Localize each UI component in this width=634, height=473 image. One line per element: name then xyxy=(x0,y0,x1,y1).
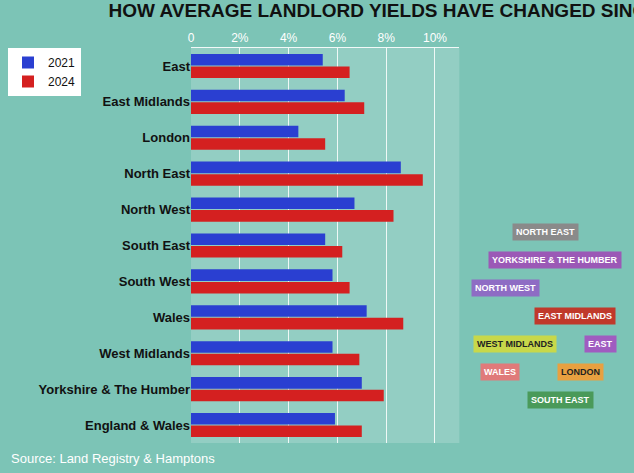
svg-text:4%: 4% xyxy=(280,31,298,45)
svg-text:SOUTH EAST: SOUTH EAST xyxy=(531,395,590,405)
svg-text:2021: 2021 xyxy=(48,56,75,70)
svg-text:West Midlands: West Midlands xyxy=(99,346,190,361)
svg-text:0: 0 xyxy=(188,31,195,45)
svg-text:Wales: Wales xyxy=(153,310,190,325)
svg-text:2%: 2% xyxy=(231,31,249,45)
svg-text:NORTH WEST: NORTH WEST xyxy=(475,283,536,293)
svg-text:8%: 8% xyxy=(378,31,396,45)
svg-text:Yorkshire & The Humber: Yorkshire & The Humber xyxy=(39,382,190,397)
svg-text:London: London xyxy=(142,130,190,145)
svg-text:South West: South West xyxy=(119,274,191,289)
svg-text:WALES: WALES xyxy=(484,367,516,377)
svg-text:NORTH EAST: NORTH EAST xyxy=(516,227,575,237)
svg-text:North East: North East xyxy=(124,166,190,181)
svg-text:North West: North West xyxy=(121,202,191,217)
svg-text:East Midlands: East Midlands xyxy=(103,94,190,109)
svg-text:South East: South East xyxy=(122,238,191,253)
svg-text:Source: Land Registry & Hampto: Source: Land Registry & Hamptons xyxy=(11,451,215,466)
svg-text:LONDON: LONDON xyxy=(561,367,600,377)
svg-text:EAST: EAST xyxy=(588,339,613,349)
svg-text:6%: 6% xyxy=(329,31,347,45)
svg-text:HOW AVERAGE LANDLORD YIELDS HA: HOW AVERAGE LANDLORD YIELDS HAVE CHANGED… xyxy=(109,0,634,21)
svg-text:East: East xyxy=(163,58,191,73)
svg-text:2024: 2024 xyxy=(48,75,75,89)
svg-text:10%: 10% xyxy=(423,31,447,45)
svg-text:YORKSHIRE & THE HUMBER: YORKSHIRE & THE HUMBER xyxy=(492,255,618,265)
svg-text:EAST MIDLANDS: EAST MIDLANDS xyxy=(538,311,612,321)
svg-text:England & Wales: England & Wales xyxy=(85,418,190,433)
svg-text:WEST MIDLANDS: WEST MIDLANDS xyxy=(477,339,553,349)
